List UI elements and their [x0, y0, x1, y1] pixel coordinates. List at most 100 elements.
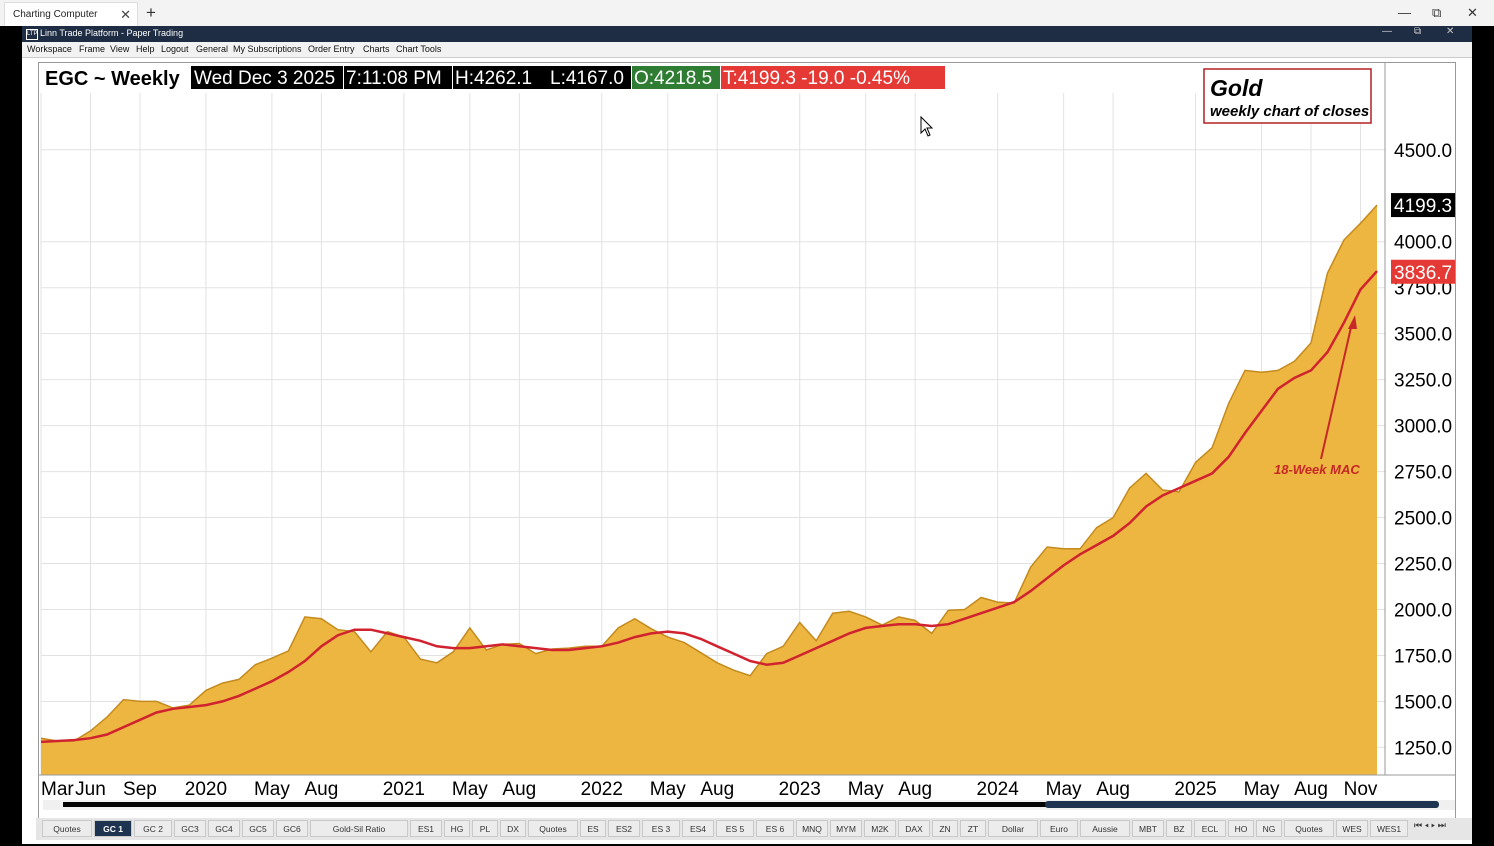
menu-frame[interactable]: Frame [79, 44, 106, 54]
y-tick-label: 2750.0 [1394, 463, 1452, 484]
scrollbar-thumb[interactable] [1045, 801, 1439, 808]
tab-nav-icons[interactable]: ⏮ ◂ ▸ ⏭ [1414, 820, 1446, 830]
app-title-bar: LTP Linn Trade Platform - Paper Trading … [22, 26, 1472, 42]
symbol-tab[interactable]: DX [500, 820, 526, 837]
symbol-tab-strip: Quotes GC 1 GC 2 GC3 GC4 GC5 GC6 Gold-Sil Ratio… [36, 818, 1472, 840]
symbol-tab[interactable]: ES4 [682, 820, 714, 837]
mac-arrow-line [1320, 322, 1353, 460]
x-tick-label: Nov [1344, 779, 1378, 800]
x-tick-label: May [1046, 779, 1082, 800]
price-area [41, 205, 1377, 776]
mac-arrow-head [1348, 315, 1357, 329]
mac-annotation-label: 18-Week MAC [1274, 462, 1360, 477]
app-restore-icon[interactable]: ⧉ [1414, 26, 1422, 37]
app-close-icon[interactable]: ✕ [1446, 26, 1455, 37]
x-tick-label: May [1244, 779, 1280, 800]
menu-bar: Workspace Frame View Help Logout General… [22, 42, 1472, 58]
x-tick-label: Sep [123, 779, 157, 800]
menu-general[interactable]: General [196, 44, 229, 54]
menu-view[interactable]: View [110, 44, 130, 54]
symbol-tab[interactable]: Quotes [42, 820, 92, 837]
symbol-tab[interactable]: ES2 [608, 820, 640, 837]
x-tick-label: 2021 [383, 779, 425, 800]
open-label: O:4218.5 [634, 68, 712, 89]
x-tick-label: 2022 [581, 779, 623, 800]
symbol-tab[interactable]: Gold-Sil Ratio [310, 820, 408, 837]
symbol-tab[interactable]: ES 6 [756, 820, 794, 837]
symbol-tab[interactable]: GC3 [174, 820, 206, 837]
symbol-tab[interactable]: Aussie [1080, 820, 1130, 837]
y-tick-label: 3250.0 [1394, 371, 1452, 392]
symbol-tab[interactable]: MYM [830, 820, 862, 837]
menu-charts[interactable]: Charts [363, 44, 390, 54]
x-tick-label: 2025 [1174, 779, 1216, 800]
symbol-tab[interactable]: WES [1336, 820, 1368, 837]
symbol-tab[interactable]: WES1 [1370, 820, 1408, 837]
last-box [721, 66, 945, 89]
symbol-tab[interactable]: MNQ [796, 820, 828, 837]
time-label: 7:11:08 PM [346, 68, 442, 89]
menu-my-subscriptions[interactable]: My Subscriptions [233, 44, 302, 54]
minimize-icon[interactable]: — [1398, 5, 1411, 20]
new-tab-icon[interactable]: + [146, 3, 156, 22]
scrollbar-line [63, 802, 1437, 807]
symbol-tab[interactable]: ZN [932, 820, 958, 837]
symbol-tab[interactable]: M2K [864, 820, 896, 837]
symbol-tab[interactable]: Quotes [1284, 820, 1334, 837]
symbol-tab[interactable]: GC 2 [134, 820, 172, 837]
symbol-tab[interactable]: GC5 [242, 820, 274, 837]
y-tick-label: 4000.0 [1394, 233, 1452, 254]
x-tick-label: Jun [75, 779, 106, 800]
close-tab-icon[interactable]: ✕ [120, 7, 131, 22]
menu-help[interactable]: Help [136, 44, 155, 54]
mac-price-tag [1391, 259, 1457, 284]
symbol-tab[interactable]: GC 1 [94, 820, 132, 837]
symbol-tab[interactable]: HO [1228, 820, 1254, 837]
symbol-tab[interactable]: PL [472, 820, 498, 837]
chart-panel[interactable]: 1250.0 1500.0 1750.0 2000.0 2250.0 2500.0 2750… [38, 62, 1457, 832]
x-tick-label: Aug [1294, 779, 1328, 800]
symbol-tab[interactable]: Euro [1040, 820, 1078, 837]
symbol-tab[interactable]: Quotes [528, 820, 578, 837]
x-tick-label: Aug [502, 779, 536, 800]
symbol-tab[interactable]: Dollar [988, 820, 1038, 837]
symbol-tab[interactable]: ZT [960, 820, 986, 837]
menu-workspace[interactable]: Workspace [27, 44, 72, 54]
date-box [191, 66, 343, 89]
close-window-icon[interactable]: ✕ [1467, 5, 1478, 20]
maximize-icon[interactable]: ⧉ [1432, 5, 1442, 20]
symbol-tab[interactable]: BZ [1166, 820, 1192, 837]
y-tick-label: 1250.0 [1394, 738, 1452, 759]
y-tick-label: 3750.0 [1394, 279, 1452, 300]
symbol-tab[interactable]: NG [1256, 820, 1282, 837]
x-tick-label: 2024 [977, 779, 1020, 800]
browser-tab[interactable]: Charting Computer ✕ [4, 2, 138, 26]
y-tick-label: 2250.0 [1394, 555, 1452, 576]
symbol-tab[interactable]: ES 3 [642, 820, 680, 837]
symbol-tab[interactable]: ES1 [410, 820, 442, 837]
x-tick-label: May [254, 779, 290, 800]
symbol-tab[interactable]: GC6 [276, 820, 308, 837]
menu-logout[interactable]: Logout [161, 44, 189, 54]
symbol-tab[interactable]: HG [444, 820, 470, 837]
y-tick-label: 1500.0 [1394, 692, 1452, 713]
annotation-subtitle: weekly chart of closes [1210, 103, 1369, 120]
symbol-tab[interactable]: ES 5 [716, 820, 754, 837]
app-logo-icon: LTP [26, 29, 38, 40]
x-tick-label: May [452, 779, 488, 800]
x-tick-label: Mar [41, 779, 74, 800]
symbol-tab[interactable]: ES [580, 820, 606, 837]
symbol-tab[interactable]: DAX [898, 820, 930, 837]
price-chart[interactable]: 1250.0 1500.0 1750.0 2000.0 2250.0 2500.0 2750… [39, 63, 1457, 831]
mouse-cursor-icon [920, 115, 934, 137]
symbol-tab[interactable]: GC4 [208, 820, 240, 837]
menu-chart-tools[interactable]: Chart Tools [396, 44, 442, 54]
x-tick-label: Aug [1096, 779, 1130, 800]
app-minimize-icon[interactable]: — [1382, 26, 1392, 37]
menu-order-entry[interactable]: Order Entry [308, 44, 355, 54]
symbol-tab[interactable]: ECL [1194, 820, 1226, 837]
low-label: L:4167.0 [550, 68, 624, 89]
y-tick-label: 3000.0 [1394, 417, 1452, 438]
symbol-tab[interactable]: MBT [1132, 820, 1164, 837]
high-label: H:4262.1 [455, 68, 532, 89]
